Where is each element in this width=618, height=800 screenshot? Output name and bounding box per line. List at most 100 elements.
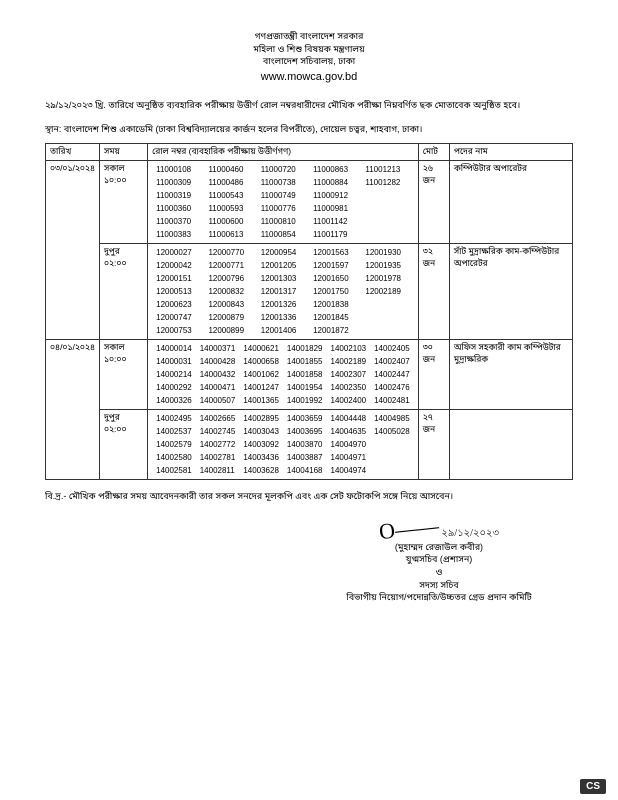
roll-number: 14002476: [370, 381, 414, 394]
roll-number: 12000042: [152, 259, 204, 272]
roll-number: 14001365: [239, 394, 283, 407]
cell-date: ০৪/০১/২০২৪: [46, 340, 100, 480]
table-row: দুপুর ০২:০০12000027120007701200095412001…: [46, 244, 573, 340]
roll-number: 11000309: [152, 176, 204, 189]
roll-number: 11000776: [257, 202, 309, 215]
signature-block: O—— ২৯/১২/২০২৩ (মুহাম্মদ রেজাউল কবীর) যু…: [45, 521, 573, 604]
roll-number: 14002407: [370, 355, 414, 368]
roll-number: 14002189: [327, 355, 371, 368]
roll-number: 14001954: [283, 381, 327, 394]
roll-number: 14002745: [196, 425, 240, 438]
roll-number: 12000623: [152, 298, 204, 311]
roll-number: 14003870: [283, 438, 327, 451]
roll-number: 14004448: [327, 412, 371, 425]
roll-number: 14001855: [283, 355, 327, 368]
roll-number: 11000749: [257, 189, 309, 202]
roll-number: 12000796: [204, 272, 256, 285]
col-date: তারিখ: [46, 144, 100, 161]
roll-number: 14004635: [327, 425, 371, 438]
roll-number: 14003043: [239, 425, 283, 438]
roll-number: 14004168: [283, 464, 327, 477]
roll-number: 11001142: [309, 215, 361, 228]
roll-number: 12001326: [257, 298, 309, 311]
roll-number: 12001406: [257, 324, 309, 337]
signatory-amp: ও: [305, 566, 573, 579]
roll-number: [370, 438, 414, 451]
roll-number: 14001062: [239, 368, 283, 381]
roll-number: 14000621: [239, 342, 283, 355]
cell-time: দুপুর ০২:০০: [99, 410, 147, 480]
roll-number: 11000981: [309, 202, 361, 215]
roll-number: 11000593: [204, 202, 256, 215]
roll-number: 14000432: [196, 368, 240, 381]
cell-time: দুপুর ০২:০০: [99, 244, 147, 340]
table-row: ০৪/০১/২০২৪সকাল ১০:০০14000014140003711400…: [46, 340, 573, 410]
roll-number: 11000360: [152, 202, 204, 215]
col-post: পদের নাম: [449, 144, 572, 161]
roll-number: 11000600: [204, 215, 256, 228]
roll-number: 11000108: [152, 163, 204, 176]
roll-number: 12001845: [309, 311, 361, 324]
roll-number: 14001992: [283, 394, 327, 407]
col-total: মোট: [418, 144, 449, 161]
cell-total: ২৬ জন: [418, 161, 449, 244]
signatory-title3: বিভাগীয় নিয়োগ/পদোন্নতি/উচ্চতর গ্রেড প্…: [305, 591, 573, 604]
roll-number: 12000771: [204, 259, 256, 272]
roll-number: [361, 298, 413, 311]
signature-date: ২৯/১২/২০২৩: [441, 528, 499, 539]
roll-number: 14000471: [196, 381, 240, 394]
roll-number: 12000843: [204, 298, 256, 311]
roll-number: 14000507: [196, 394, 240, 407]
roll-number: 14003436: [239, 451, 283, 464]
roll-number: 14004974: [327, 464, 371, 477]
roll-number: 14000031: [152, 355, 196, 368]
cell-rolls: 1100010811000460110007201100086311001213…: [148, 161, 419, 244]
roll-number: 14002895: [239, 412, 283, 425]
roll-number: 12000832: [204, 285, 256, 298]
roll-number: 11000486: [204, 176, 256, 189]
header-line2: মহিলা ও শিশু বিষয়ক মন্ত্রণালয়: [45, 43, 573, 56]
cell-total: ৩০ জন: [418, 340, 449, 410]
roll-number: 11000383: [152, 228, 204, 241]
cell-time: সকাল ১০:০০: [99, 161, 147, 244]
cell-rolls: 1200002712000770120009541200156312001930…: [148, 244, 419, 340]
roll-number: 11000738: [257, 176, 309, 189]
roll-number: 14001829: [283, 342, 327, 355]
roll-number: [361, 189, 413, 202]
roll-number: 12001978: [361, 272, 413, 285]
roll-number: 12001750: [309, 285, 361, 298]
cell-rolls: 1400249514002665140028951400365914004448…: [148, 410, 419, 480]
roll-number: 14004970: [327, 438, 371, 451]
col-time: সময়: [99, 144, 147, 161]
cell-total: ৩২ জন: [418, 244, 449, 340]
roll-number: 12000899: [204, 324, 256, 337]
roll-number: 12000027: [152, 246, 204, 259]
roll-number: 14003092: [239, 438, 283, 451]
document-header: গণপ্রজাতন্ত্রী বাংলাদেশ সরকার মহিলা ও শি…: [45, 30, 573, 85]
intro-paragraph: ২৯/১২/২০২৩ খ্রি. তারিখে অনুষ্ঠিত ব্যবহার…: [45, 99, 573, 113]
roll-number: 12000747: [152, 311, 204, 324]
signatory-title2: সদস্য সচিব: [305, 579, 573, 592]
cell-post: সাঁট মুদ্রাক্ষরিক কাম-কম্পিউটার অপারেটর: [449, 244, 572, 340]
roll-number: 14002580: [152, 451, 196, 464]
footnote: বি.দ্র.- মৌখিক পরীক্ষার সময় আবেদনকারী ত…: [45, 490, 573, 503]
roll-number: 14000214: [152, 368, 196, 381]
roll-number: 14002405: [370, 342, 414, 355]
cell-post: কম্পিউটার অপারেটর: [449, 161, 572, 244]
roll-number: 14002495: [152, 412, 196, 425]
roll-number: 14000326: [152, 394, 196, 407]
roll-number: 12002189: [361, 285, 413, 298]
roll-number: 14000014: [152, 342, 196, 355]
header-line3: বাংলাদেশ সচিবালয়, ঢাকা: [45, 55, 573, 68]
roll-number: 11000319: [152, 189, 204, 202]
roll-number: 11000854: [257, 228, 309, 241]
roll-number: 14002665: [196, 412, 240, 425]
cell-post: [449, 410, 572, 480]
roll-number: 11000543: [204, 189, 256, 202]
cell-total: ২৭ জন: [418, 410, 449, 480]
roll-number: 12001597: [309, 259, 361, 272]
roll-number: 14002579: [152, 438, 196, 451]
roll-number: 14002400: [327, 394, 371, 407]
roll-number: 14005028: [370, 425, 414, 438]
roll-number: [361, 228, 413, 241]
